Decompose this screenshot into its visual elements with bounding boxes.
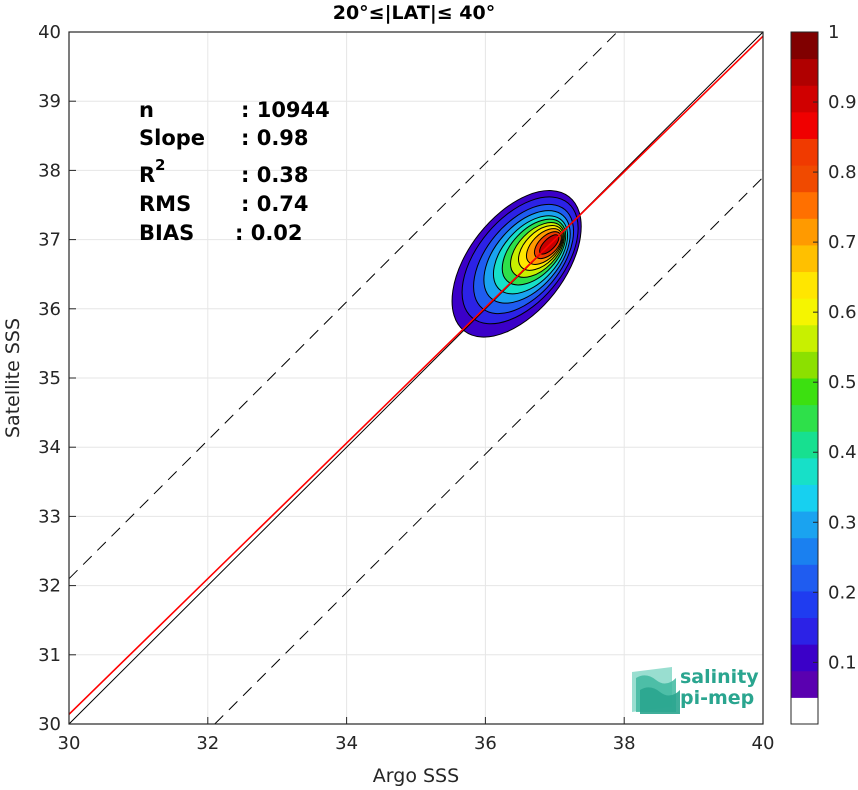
colorbar-swatch — [791, 511, 818, 539]
colorbar-swatch — [791, 191, 818, 219]
y-tick-label: 35 — [38, 368, 61, 389]
y-tick-label: 36 — [38, 299, 61, 320]
line-upper-bound — [68, 31, 618, 580]
line-regression — [68, 35, 764, 715]
colorbar-tick-label: 0.6 — [828, 302, 857, 323]
y-tick-label: 39 — [38, 91, 61, 112]
colorbar-swatch — [791, 324, 818, 352]
colorbar-swatch — [791, 218, 818, 246]
colorbar-swatch — [791, 111, 818, 139]
colorbar-swatch — [791, 431, 818, 459]
colorbar-swatch — [791, 58, 818, 86]
stat-slope-label: Slope — [139, 126, 205, 150]
colorbar-tick-label: 0.1 — [828, 652, 857, 673]
colorbar-swatch — [791, 644, 818, 672]
x-tick-label: 36 — [474, 733, 497, 754]
x-tick-label: 30 — [58, 733, 81, 754]
y-tick-label: 34 — [38, 437, 61, 458]
colorbar-tick-label: 0.8 — [828, 162, 857, 183]
stats-box: n : 10944 Slope : 0.98 R 2 : 0.38 RMS : … — [139, 98, 330, 245]
colorbar-swatch — [791, 537, 818, 565]
y-tick-label: 40 — [38, 22, 61, 43]
colorbar-swatch — [791, 244, 818, 273]
colorbar-tick-label: 0.2 — [828, 582, 857, 603]
stat-r2-label: R — [139, 163, 155, 187]
y-tick-label: 33 — [38, 506, 61, 527]
colorbar-tick-label: 0.4 — [828, 442, 857, 463]
stat-n-value: : 10944 — [241, 98, 330, 122]
colorbar-swatch — [791, 32, 818, 60]
colorbar-frame — [790, 31, 819, 725]
y-tick-label: 32 — [38, 576, 61, 597]
colorbar-tick-label: 0.5 — [828, 372, 857, 393]
stat-slope-value: : 0.98 — [241, 126, 309, 150]
line-lower-bound — [214, 176, 764, 725]
colorbar-swatch — [791, 617, 818, 645]
colorbar-tick-label: 0.9 — [828, 92, 857, 113]
stat-r2-value: : 0.38 — [241, 163, 309, 187]
y-tick-label: 30 — [38, 714, 61, 735]
stat-bias-label: BIAS — [139, 221, 194, 245]
colorbar-swatch — [791, 457, 818, 485]
y-axis-label: Satellite SSS — [2, 318, 24, 438]
x-axis-label: Argo SSS — [373, 765, 459, 787]
stat-r2-sup: 2 — [155, 156, 165, 174]
reference-lines — [68, 31, 764, 725]
stat-rms-value: : 0.74 — [241, 192, 309, 216]
colorbar-swatch — [791, 165, 818, 193]
logo-line1: salinity — [680, 666, 759, 688]
x-tick-label: 38 — [613, 733, 636, 754]
line-one-to-one — [68, 31, 764, 725]
colorbar-swatch — [791, 138, 818, 166]
logo-line2: pi-mep — [680, 687, 754, 709]
colorbar-swatch — [791, 85, 818, 113]
colorbar-swatch — [791, 670, 818, 698]
colorbar-swatch — [791, 484, 818, 512]
y-tick-label: 38 — [38, 160, 61, 181]
colorbar-swatch — [791, 271, 818, 299]
colorbar-tick-label: 0.3 — [828, 512, 857, 533]
wave-icon — [632, 667, 680, 714]
colorbar-ticks: 0.1 0.2 0.3 0.4 0.5 0.6 0.7 0.8 0.9 1 — [813, 22, 857, 673]
x-tick-label: 32 — [196, 733, 219, 754]
colorbar-tick-label: 0.7 — [828, 232, 857, 253]
pimep-logo: salinity pi-mep — [632, 666, 759, 714]
y-tick-label: 31 — [38, 645, 61, 666]
colorbar-swatch — [791, 590, 818, 619]
colorbar-tick-label: 1 — [828, 22, 839, 43]
colorbar — [790, 31, 819, 725]
colorbar-swatch — [791, 351, 818, 379]
colorbar-swatch — [791, 404, 818, 432]
x-tick-label: 40 — [752, 733, 775, 754]
x-axis-ticks: 30 32 34 36 38 40 — [58, 717, 775, 754]
density-contours — [451, 190, 582, 338]
colorbar-swatch — [791, 564, 818, 592]
stat-rms-label: RMS — [139, 192, 191, 216]
y-axis-ticks: 30 31 32 33 34 35 36 37 38 39 40 — [38, 22, 76, 735]
x-tick-label: 34 — [335, 733, 358, 754]
stat-bias-value: : 0.02 — [235, 221, 303, 245]
y-tick-label: 37 — [38, 230, 61, 251]
stat-n-label: n — [139, 98, 154, 122]
chart-title: 20°≤|LAT|≤ 40° — [333, 2, 496, 24]
colorbar-swatch — [791, 697, 818, 725]
